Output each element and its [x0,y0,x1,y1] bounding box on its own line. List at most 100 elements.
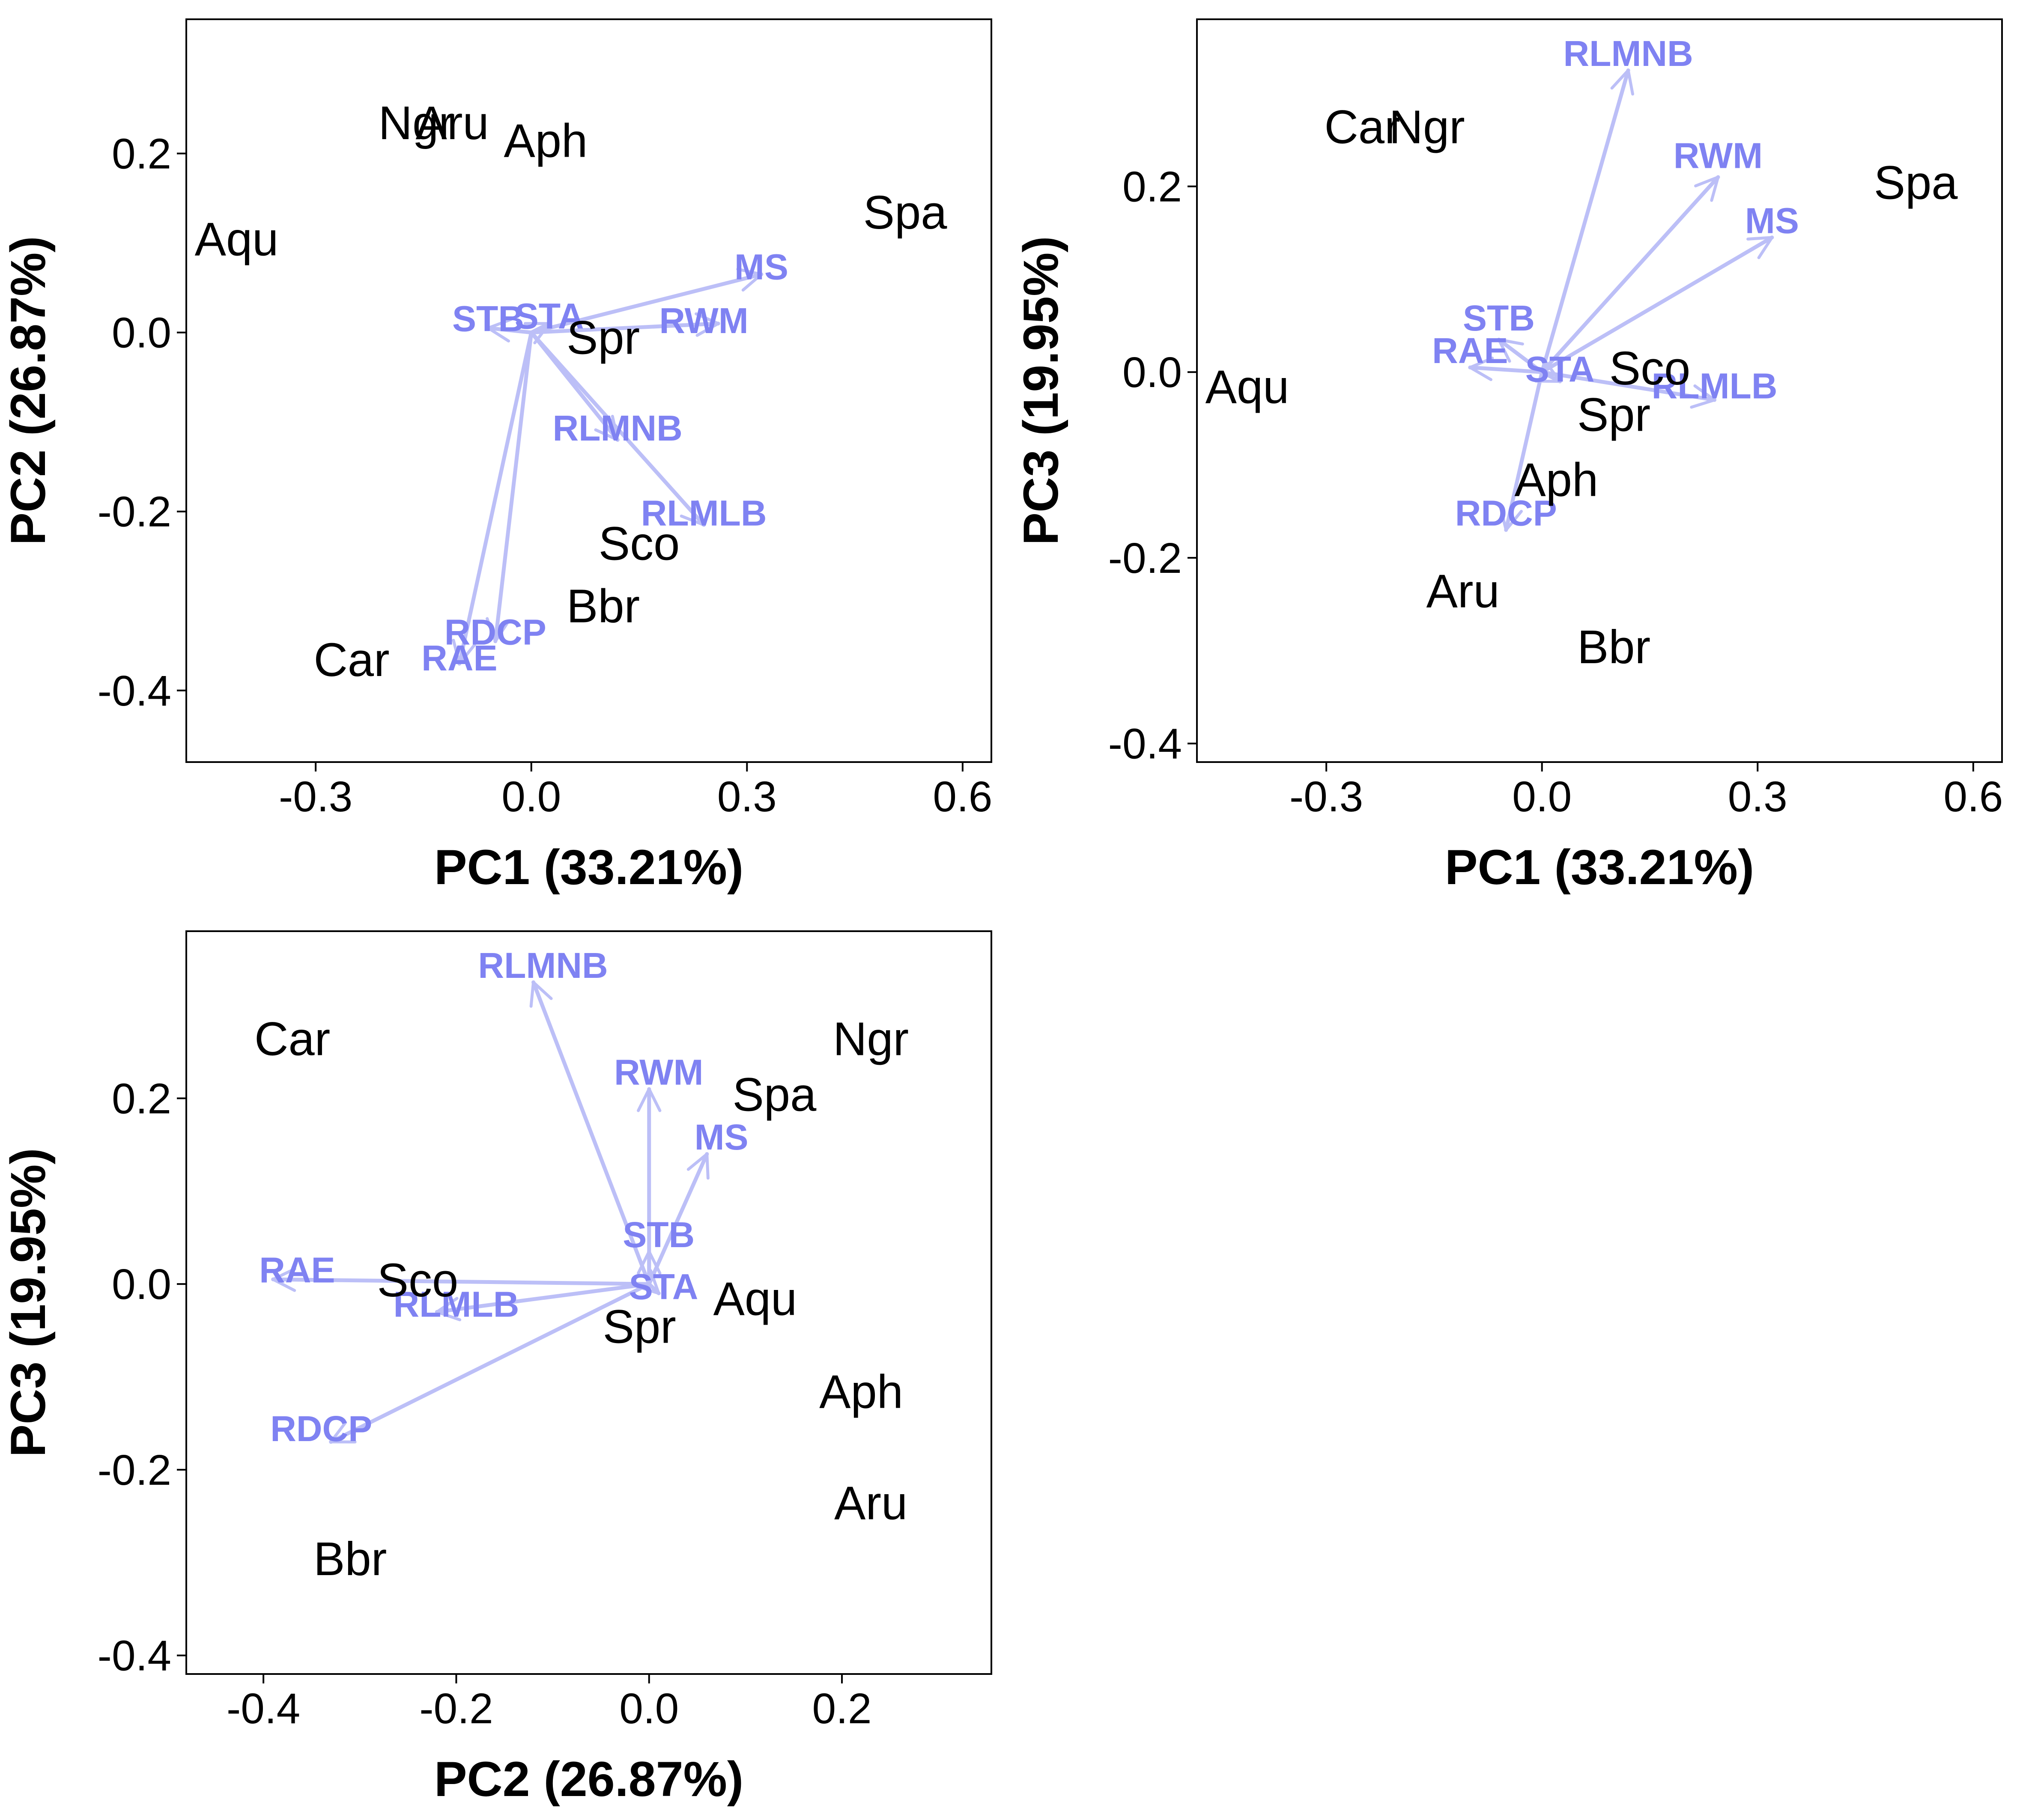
loading-arrow-rlmlb [435,1282,651,1322]
point-label-car: Car [1324,101,1400,153]
loading-arrow-rdcp [329,1282,651,1444]
point-label-aqu: Aqu [195,213,279,266]
loading-label-rdcp: RDCP [1455,493,1557,533]
biplot-panel-2: -0.3 0.0 0.3 0.6 0.2 0.0 -0.2 -0.4 PC1 (33.21%) P… [1014,18,2003,895]
loading-label-rae: RAE [1432,331,1508,371]
loading-arrow-rwm [1540,175,1720,374]
point-label-ngr: Ngr [1389,101,1465,153]
y-tick-label: 0.0 [1122,349,1182,396]
loading-arrow-ms [1540,235,1774,374]
loading-arrow-ms [529,268,764,335]
point-label-ngr: Ngr [379,97,454,149]
loading-label-ms: MS [734,247,788,287]
loading-label-sta: STA [629,1266,698,1307]
loading-label-rae: RAE [421,638,497,678]
x-tick-label: 0.0 [501,773,561,821]
point-label-sco: Sco [599,517,680,570]
x-axis-title: PC2 (26.87%) [434,1752,743,1807]
biplot-panel-3: -0.4 -0.2 0.0 0.2 0.2 0.0 -0.2 -0.4 PC2 (26.87%)… [1,930,992,1807]
y-tick-label: -0.2 [98,488,171,536]
plot-frame [185,18,992,763]
x-axis-title: PC1 (33.21%) [1445,840,1754,895]
loading-arrow-rae [452,331,534,666]
y-tick-label: 0.2 [112,130,171,178]
point-label-car: Car [254,1013,330,1065]
loading-arrow-rlmnb [529,980,651,1286]
x-tick-label: 0.6 [1943,773,2003,821]
point-label-aph: Aph [819,1365,903,1418]
point-label-car: Car [313,634,389,686]
y-tick-label: -0.4 [1108,720,1182,768]
y-tick-label: 0.2 [1122,163,1182,211]
point-label-aqu: Aqu [1205,361,1289,414]
x-tick-label: 0.2 [812,1685,872,1733]
loading-label-ms: MS [1745,200,1799,241]
y-axis-title: PC3 (19.95%) [1014,236,1068,545]
point-label-spa: Spa [733,1068,817,1121]
y-tick-label: -0.4 [98,1632,171,1680]
loading-label-rlmnb: RLMNB [478,945,608,986]
y-axis-title: PC2 (26.87%) [1,236,56,545]
point-label-aru: Aru [415,97,489,149]
x-tick-label: -0.4 [227,1685,300,1733]
y-tick-label: -0.2 [98,1446,171,1494]
point-label-bbr: Bbr [567,580,640,633]
point-label-spr: Spr [1577,389,1650,441]
loading-arrow-rlmnb [1540,68,1634,374]
loading-label-rwm: RWM [614,1052,703,1092]
loading-label-rdcp: RDCP [445,612,546,652]
loading-arrow-rae [271,1267,651,1292]
loading-label-stb: STB [623,1215,695,1255]
point-label-spa: Spa [1874,156,1958,209]
loading-arrow-rdcp [486,331,534,643]
point-label-spr: Spr [567,312,640,364]
point-label-spr: Spr [603,1301,676,1353]
point-label-sco: Sco [1609,342,1691,395]
x-tick-label: 0.0 [1512,773,1572,821]
loading-arrow-rdcp [1498,370,1544,532]
x-tick-label: 0.6 [933,773,992,821]
y-tick-label: 0.0 [112,1260,171,1308]
y-tick-label: -0.4 [98,667,171,715]
loading-label-rlmlb: RLMLB [393,1284,519,1325]
x-axis-title: PC1 (33.21%) [434,840,743,895]
y-axis-title: PC3 (19.95%) [1,1148,56,1457]
point-label-aru: Aru [834,1477,907,1530]
point-label-aqu: Aqu [713,1273,797,1326]
loading-label-ms: MS [695,1117,749,1157]
loading-label-sta: STA [1525,349,1595,389]
loading-label-sta: STA [515,296,584,336]
x-tick-label: -0.2 [419,1685,493,1733]
loading-label-rlmlb: RLMLB [641,493,767,533]
loading-label-rlmlb: RLMLB [1652,366,1778,406]
x-tick-label: 0.3 [1728,773,1787,821]
point-label-aph: Aph [504,115,588,167]
loading-arrow-rlmlb [1540,370,1717,409]
loading-label-rlmnb: RLMNB [553,408,683,448]
point-label-ngr: Ngr [833,1013,909,1065]
loading-label-rdcp: RDCP [270,1409,372,1449]
loading-arrow-rae [1468,356,1544,381]
loading-label-rae: RAE [259,1250,335,1290]
point-label-bbr: Bbr [313,1533,387,1585]
point-label-aru: Aru [1426,565,1499,618]
loading-label-stb: STB [1463,298,1535,338]
loading-label-stb: STB [452,299,524,339]
x-tick-label: -0.3 [279,773,352,821]
loading-arrow-rlmlb [529,331,706,527]
point-label-sco: Sco [377,1254,459,1307]
loading-arrow-rwm [529,312,720,337]
plot-frame [1196,18,2003,763]
loading-label-rwm: RWM [659,301,748,341]
point-label-bbr: Bbr [1577,621,1650,673]
loading-label-rlmnb: RLMNB [1563,33,1693,74]
x-tick-label: 0.3 [717,773,777,821]
x-tick-label: 0.0 [619,1685,679,1733]
y-tick-label: 0.2 [112,1075,171,1123]
y-tick-label: 0.0 [112,309,171,357]
loading-label-rwm: RWM [1674,136,1763,176]
point-label-aph: Aph [1514,453,1598,506]
biplot-panel-1: -0.3 0.0 0.3 0.6 0.2 0.0 -0.2 -0.4 PC1 (33.21%) P… [1,18,992,895]
y-tick-label: -0.2 [1108,534,1182,582]
